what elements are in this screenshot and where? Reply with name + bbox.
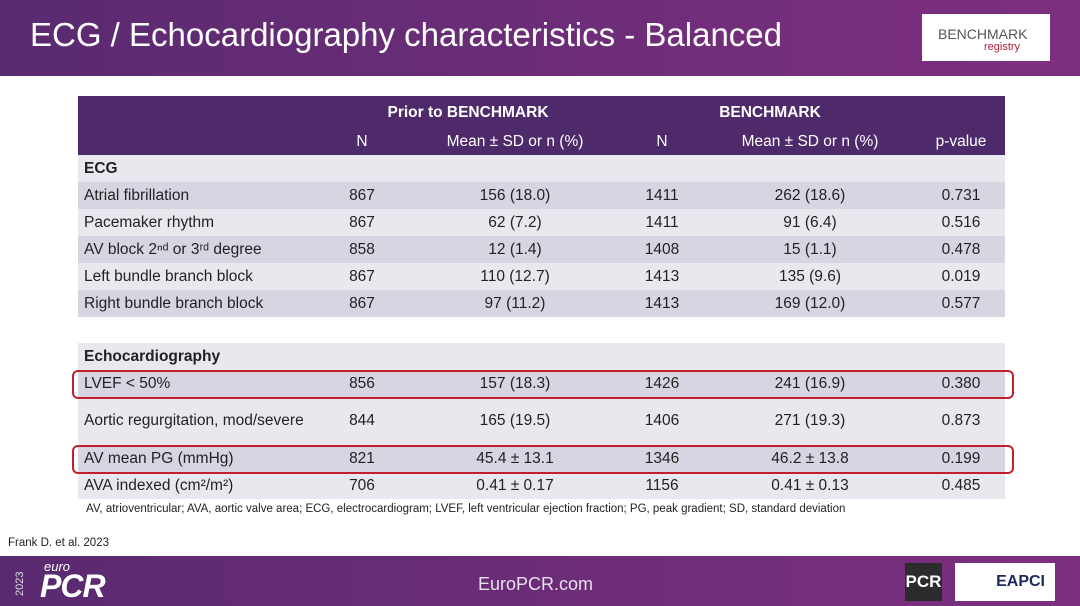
cell: 12 (1.4) xyxy=(488,240,542,258)
event-prefix: euro xyxy=(44,559,71,574)
table-row xyxy=(78,397,1005,445)
group-header: Prior to BENCHMARK xyxy=(387,104,549,121)
cell: 1408 xyxy=(644,240,680,258)
column-header: N xyxy=(356,133,368,150)
table-header xyxy=(78,96,1005,155)
section-row xyxy=(78,343,1005,370)
cell: 0.516 xyxy=(941,213,981,231)
cell: 157 (18.3) xyxy=(479,374,551,392)
cell: 1406 xyxy=(644,412,680,429)
cell: 1426 xyxy=(644,374,680,392)
table-row xyxy=(78,182,1005,209)
cell: 262 (18.6) xyxy=(774,186,846,204)
pcr-logo: PCR xyxy=(905,563,942,601)
cell: 856 xyxy=(349,374,375,392)
cell: 0.41 ± 0.17 xyxy=(476,476,554,494)
cell: 1346 xyxy=(644,449,680,467)
highlight-box xyxy=(72,370,1014,399)
section-title: Echocardiography xyxy=(84,347,221,365)
cell: 1156 xyxy=(645,476,679,494)
cell: 821 xyxy=(349,449,375,467)
cell: 858 xyxy=(349,240,375,258)
cell: 0.485 xyxy=(941,476,981,494)
cell: 271 (19.3) xyxy=(774,412,846,429)
header-band xyxy=(0,0,1080,76)
table-row xyxy=(78,370,1005,397)
cell: 91 (6.4) xyxy=(783,213,837,231)
cell: 1411 xyxy=(645,186,679,204)
logo-sub: registry xyxy=(984,41,1021,53)
row-label: Atrial fibrillation xyxy=(84,186,190,204)
eapci-logo: EAPCI xyxy=(955,563,1055,601)
section-title: ECG xyxy=(84,159,118,177)
cell: 15 (1.1) xyxy=(783,240,837,258)
table-row xyxy=(78,263,1005,290)
column-header: N xyxy=(656,133,668,150)
footer-url: EuroPCR.com xyxy=(478,574,594,594)
cell: 0.731 xyxy=(941,186,981,204)
benchmark-logo: BENCHMARK registry xyxy=(922,14,1050,61)
cell: 46.2 ± 13.8 xyxy=(771,449,849,467)
column-header: p-value xyxy=(935,133,987,150)
cell: 1413 xyxy=(644,267,680,285)
cell: 0.199 xyxy=(941,449,981,467)
row-label: AV mean PG (mmHg) xyxy=(84,449,234,467)
column-header: Mean ± SD or n (%) xyxy=(741,133,879,150)
row-label: Aortic regurgitation, mod/severe xyxy=(84,412,304,430)
table: Prior to BENCHMARK BENCHMARK N Mean ± SD or… xyxy=(78,96,1005,499)
cell: 867 xyxy=(349,186,375,204)
table-row xyxy=(78,209,1005,236)
table-row xyxy=(78,290,1005,317)
section-row xyxy=(78,155,1005,182)
cell: 867 xyxy=(349,267,375,285)
column-header: Mean ± SD or n (%) xyxy=(446,133,584,150)
footer-band: 2023 euro PCR EuroPCR.com PCR EAPCI xyxy=(0,556,1080,606)
cell: 62 (7.2) xyxy=(488,213,542,231)
cell: 135 (9.6) xyxy=(778,267,842,285)
cell: 110 (12.7) xyxy=(480,267,550,285)
cell: 0.019 xyxy=(941,267,981,285)
cell: 0.577 xyxy=(941,294,981,312)
highlight-box xyxy=(72,445,1014,474)
event-year: 2023 xyxy=(14,571,26,596)
citation: Frank D. et al. 2023 xyxy=(8,537,109,549)
table-row xyxy=(78,236,1005,263)
cell: 156 (18.0) xyxy=(479,186,551,204)
cell: 165 (19.5) xyxy=(479,412,551,429)
row-label: Left bundle branch block xyxy=(84,267,253,285)
table-row xyxy=(78,472,1005,499)
cell: 0.873 xyxy=(941,412,981,429)
group-header: BENCHMARK xyxy=(719,104,821,121)
cell: 867 xyxy=(349,213,375,231)
cell: 0.41 ± 0.13 xyxy=(771,476,849,494)
cell: 45.4 ± 13.1 xyxy=(476,449,554,467)
table-row xyxy=(78,445,1005,472)
footnote: AV, atrioventricular; AVA, aortic valve … xyxy=(86,503,846,515)
row-label: Pacemaker rhythm xyxy=(84,213,215,231)
row-label: AV block 2ⁿᵈ or 3ʳᵈ degree xyxy=(84,240,262,258)
cell: 241 (16.9) xyxy=(774,374,846,392)
event-name: PCR xyxy=(40,568,106,604)
cell: 844 xyxy=(349,412,375,429)
row-label: LVEF < 50% xyxy=(84,374,171,392)
logo-brand: BENCHMARK xyxy=(938,26,1028,42)
cell: 1411 xyxy=(645,213,679,231)
cell: 0.478 xyxy=(941,240,981,258)
cell: 97 (11.2) xyxy=(484,294,546,312)
row-label: Right bundle branch block xyxy=(84,294,264,312)
cell: 0.380 xyxy=(941,374,981,392)
cell: 169 (12.0) xyxy=(774,294,846,312)
cell: 867 xyxy=(349,294,375,312)
cell: 1413 xyxy=(644,294,680,312)
row-label: AVA indexed (cm²/m²) xyxy=(84,476,234,494)
cell: 706 xyxy=(349,476,375,494)
slide-title: ECG / Echocardiography characteristics -… xyxy=(30,16,783,53)
